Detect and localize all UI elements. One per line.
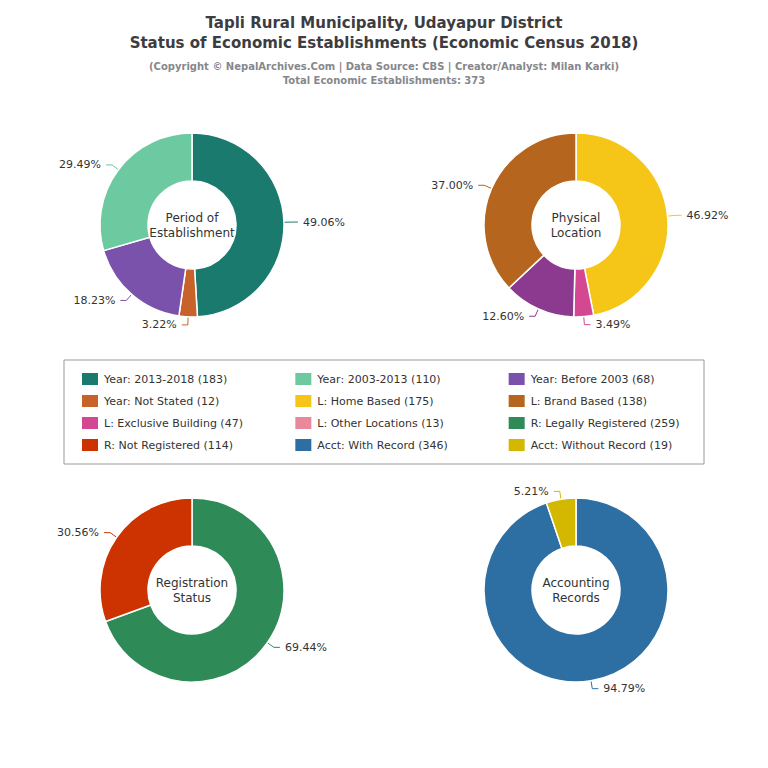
svg-text:Acct: Without Record (19): Acct: Without Record (19): [531, 439, 673, 452]
svg-text:Year: 2013-2018 (183): Year: 2013-2018 (183): [103, 373, 227, 386]
svg-text:37.00%: 37.00%: [431, 179, 473, 192]
svg-text:30.56%: 30.56%: [57, 526, 99, 539]
svg-text:Acct: With Record (346): Acct: With Record (346): [317, 439, 448, 452]
svg-text:Year: Before 2003 (68): Year: Before 2003 (68): [530, 373, 655, 386]
svg-text:Accounting: Accounting: [542, 576, 609, 590]
svg-text:Year: 2003-2013 (110): Year: 2003-2013 (110): [316, 373, 440, 386]
svg-text:Year: Not Stated (12): Year: Not Stated (12): [103, 395, 219, 408]
svg-text:R: Not Registered (114): R: Not Registered (114): [104, 439, 233, 452]
svg-text:Tapli Rural Municipality, Uday: Tapli Rural Municipality, Udayapur Distr…: [206, 14, 563, 32]
svg-text:94.79%: 94.79%: [603, 682, 645, 695]
svg-text:L: Home Based (175): L: Home Based (175): [317, 395, 433, 408]
svg-text:(Copyright © NepalArchives.Com: (Copyright © NepalArchives.Com | Data So…: [149, 61, 619, 73]
svg-text:3.49%: 3.49%: [595, 318, 630, 331]
svg-text:Status: Status: [173, 591, 211, 605]
svg-text:Physical: Physical: [552, 211, 601, 225]
svg-text:49.06%: 49.06%: [303, 216, 345, 229]
svg-text:Records: Records: [552, 591, 600, 605]
svg-text:5.21%: 5.21%: [514, 485, 549, 498]
svg-text:Period of: Period of: [166, 211, 220, 225]
svg-text:L: Other Locations (13): L: Other Locations (13): [317, 417, 443, 430]
svg-text:Status of Economic Establishme: Status of Economic Establishments (Econo…: [130, 34, 639, 52]
svg-text:69.44%: 69.44%: [285, 641, 327, 654]
svg-text:Registration: Registration: [156, 576, 228, 590]
svg-text:3.22%: 3.22%: [142, 318, 177, 331]
svg-text:12.60%: 12.60%: [482, 310, 524, 323]
svg-text:18.23%: 18.23%: [73, 294, 115, 307]
svg-text:L: Brand Based (138): L: Brand Based (138): [531, 395, 647, 408]
svg-text:46.92%: 46.92%: [687, 209, 729, 222]
svg-text:29.49%: 29.49%: [59, 158, 101, 171]
svg-text:Location: Location: [551, 226, 602, 240]
svg-text:Establishment: Establishment: [149, 226, 235, 240]
svg-text:L: Exclusive Building (47): L: Exclusive Building (47): [104, 417, 243, 430]
svg-text:Total Economic Establishments:: Total Economic Establishments: 373: [283, 75, 486, 86]
svg-text:R: Legally Registered (259): R: Legally Registered (259): [531, 417, 680, 430]
